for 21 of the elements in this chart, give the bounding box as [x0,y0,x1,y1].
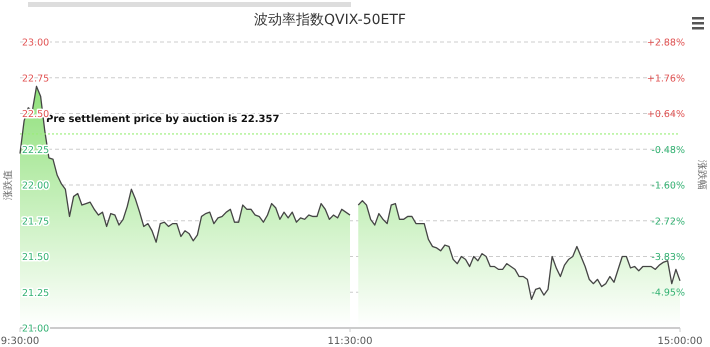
y-tick-label: 21.75 [22,216,50,228]
y-axis-title: 涨跌值 [2,170,14,200]
y-tick-label: 21.50 [22,252,50,263]
y2-tick-label: +2.88% [646,38,685,48]
y-tick-label: 21.25 [22,288,50,299]
y2-tick-label: +1.76% [646,73,685,84]
x-tick-label: 15:00:00 [658,336,702,347]
chart-title: 波动率指数QVIX-50ETF [254,12,406,28]
x-tick-label: 11:30:00 [328,336,372,347]
y2-tick-label: -0.48% [651,144,685,156]
y2-tick-label: -4.95% [651,288,685,299]
y-tick-label: 22.75 [22,73,50,84]
y2-tick-label: -3.83% [651,252,685,263]
y2-tick-label: -2.72% [651,216,685,228]
y-tick-label: 22.00 [22,180,50,192]
y2-tick-label: -1.60% [651,180,685,192]
y2-tick-label: +0.64% [646,109,685,120]
y-tick-label: 23.00 [22,38,50,48]
y2-axis-title: 涨跌幅 [696,160,708,190]
y-tick-label: 21.00 [22,324,50,334]
x-tick-label: 9:30:00 [0,336,40,347]
